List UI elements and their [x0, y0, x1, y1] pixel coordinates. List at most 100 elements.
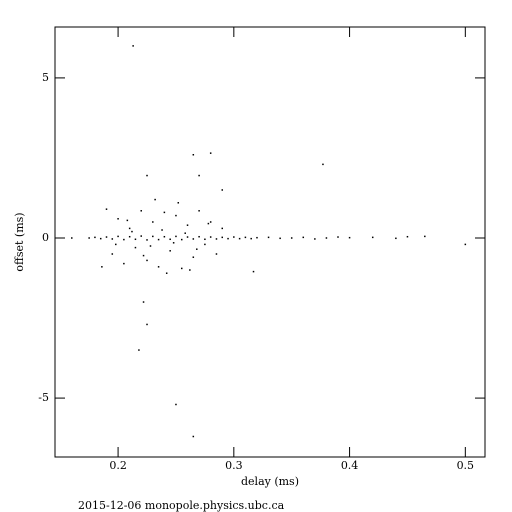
point: [348, 236, 351, 239]
point: [221, 189, 224, 191]
point: [134, 246, 137, 249]
point: [464, 243, 467, 246]
x-tick-label: 0.5: [457, 459, 475, 472]
y-axis-label: offset (ms): [13, 212, 26, 271]
point: [152, 221, 154, 223]
point: [163, 211, 166, 214]
point: [175, 214, 177, 217]
point: [227, 237, 229, 240]
point: [192, 256, 195, 258]
point: [142, 254, 145, 257]
point: [154, 198, 156, 201]
y-tick-label: -5: [38, 391, 49, 404]
x-tick-label: 0.4: [341, 459, 359, 472]
point: [322, 163, 324, 166]
point: [209, 221, 212, 223]
point: [149, 245, 152, 247]
point: [221, 227, 224, 230]
point: [290, 237, 293, 239]
point: [140, 235, 142, 237]
point: [233, 236, 235, 238]
point: [215, 253, 218, 255]
point: [123, 262, 125, 265]
point: [198, 235, 200, 238]
footer: 2015-12-06 monopole.physics.ubc.ca: [78, 499, 285, 512]
point: [146, 239, 148, 241]
point: [371, 236, 374, 239]
point: [215, 238, 218, 240]
point: [138, 349, 140, 351]
point: [117, 235, 119, 238]
point: [186, 224, 189, 226]
point: [252, 270, 255, 273]
x-tick-label: 0.3: [225, 459, 243, 472]
point: [128, 227, 131, 230]
point: [99, 237, 102, 240]
point: [142, 301, 145, 303]
point: [172, 242, 175, 244]
point: [111, 253, 114, 255]
point: [105, 236, 108, 238]
point: [101, 266, 103, 268]
point: [325, 237, 328, 239]
point: [406, 235, 409, 238]
point: [146, 259, 148, 262]
point: [221, 236, 224, 239]
point: [209, 236, 212, 238]
point: [244, 236, 247, 239]
point: [238, 237, 241, 240]
point: [146, 174, 148, 177]
point: [169, 238, 171, 241]
point: [146, 323, 148, 326]
point: [169, 250, 171, 252]
point: [161, 229, 163, 231]
point: [204, 238, 206, 241]
point: [94, 236, 96, 239]
point: [177, 202, 180, 204]
point: [424, 235, 426, 238]
point: [105, 208, 108, 210]
point: [192, 238, 195, 240]
point: [192, 435, 195, 438]
point: [152, 235, 154, 238]
point: [175, 235, 177, 238]
point: [198, 174, 200, 177]
point: [134, 238, 137, 241]
point: [395, 237, 397, 240]
point: [126, 219, 129, 222]
point: [198, 210, 200, 212]
point: [279, 237, 281, 240]
point: [314, 238, 316, 240]
point: [115, 243, 117, 246]
point: [209, 152, 212, 154]
point: [196, 248, 198, 250]
y-tick-label: 0: [42, 231, 49, 244]
point: [128, 235, 131, 238]
point: [180, 238, 183, 241]
point: [186, 236, 189, 238]
point: [157, 266, 160, 268]
point: [157, 238, 160, 241]
point: [204, 243, 206, 246]
point: [132, 45, 134, 47]
point: [180, 267, 183, 270]
point: [123, 238, 125, 241]
point: [207, 222, 210, 225]
point: [140, 210, 142, 212]
point: [189, 269, 191, 271]
point: [184, 232, 186, 234]
point: [165, 272, 168, 274]
point: [250, 237, 252, 240]
point: [88, 237, 90, 239]
y-tick-label: 5: [42, 71, 49, 84]
point: [111, 238, 114, 240]
point: [117, 218, 119, 220]
point: [175, 403, 177, 406]
x-axis-label: delay (ms): [241, 475, 299, 488]
plot-frame: [54, 26, 486, 458]
point: [71, 237, 73, 239]
point: [163, 235, 166, 238]
point: [256, 236, 258, 239]
point: [337, 236, 339, 238]
